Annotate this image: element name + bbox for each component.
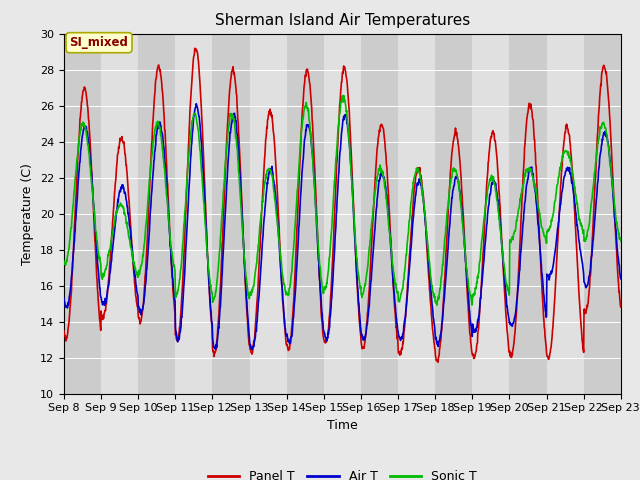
Sonic T [340, 93, 348, 98]
Bar [435, 34, 472, 394]
Panel T [126, 210, 134, 216]
Sonic T [433, 302, 441, 308]
Panel T [318, 320, 326, 325]
Bar [250, 34, 287, 394]
Bar [361, 34, 398, 394]
Bar [398, 34, 435, 394]
Sonic T [296, 143, 304, 148]
Sonic T [103, 262, 111, 268]
Air T [308, 151, 316, 157]
Bar [101, 34, 138, 394]
Bar [64, 34, 101, 394]
Bar [138, 34, 175, 394]
Sonic T [378, 166, 385, 172]
Line: Panel T: Panel T [64, 48, 621, 362]
Panel T [308, 117, 316, 122]
Air T [193, 101, 200, 107]
Air T [60, 296, 68, 301]
Sonic T [308, 145, 316, 151]
Title: Sherman Island Air Temperatures: Sherman Island Air Temperatures [215, 13, 470, 28]
Sonic T [60, 258, 68, 264]
Panel T [297, 143, 305, 149]
Text: SI_mixed: SI_mixed [70, 36, 129, 49]
Air T [103, 291, 111, 297]
Bar [287, 34, 324, 394]
Air T [248, 347, 256, 352]
Sonic T [126, 237, 134, 243]
Air T [617, 276, 625, 282]
Panel T [617, 304, 625, 310]
Panel T [103, 293, 111, 299]
Line: Sonic T: Sonic T [64, 96, 621, 305]
Bar [324, 34, 361, 394]
Panel T [60, 328, 68, 334]
Bar [584, 34, 621, 394]
Legend: Panel T, Air T, Sonic T: Panel T, Air T, Sonic T [203, 465, 482, 480]
Bar [175, 34, 212, 394]
Bar [212, 34, 250, 394]
Panel T [434, 360, 442, 365]
Bar [509, 34, 547, 394]
Air T [297, 188, 305, 194]
Bar [547, 34, 584, 394]
Sonic T [617, 238, 625, 244]
Panel T [378, 122, 385, 128]
X-axis label: Time: Time [327, 419, 358, 432]
Air T [319, 318, 326, 324]
Line: Air T: Air T [64, 104, 621, 349]
Bar [472, 34, 509, 394]
Panel T [191, 45, 198, 51]
Y-axis label: Temperature (C): Temperature (C) [22, 163, 35, 264]
Air T [378, 168, 385, 174]
Sonic T [318, 280, 326, 286]
Air T [126, 225, 134, 230]
